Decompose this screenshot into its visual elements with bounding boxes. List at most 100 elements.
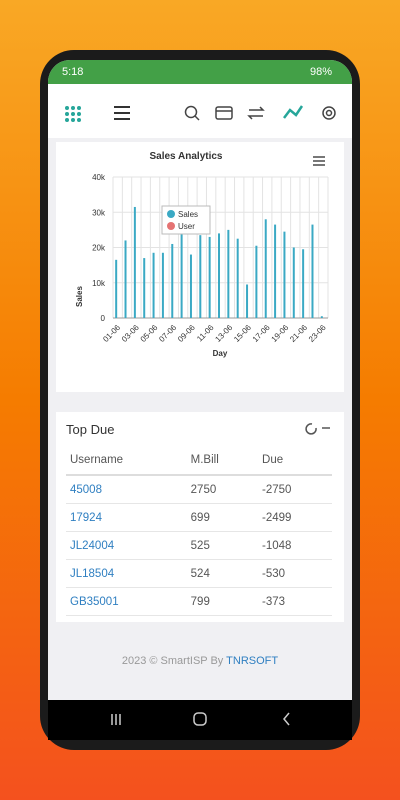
bar [152,252,155,318]
table-row: JL18504 524 -530 [66,559,332,588]
x-tick-label: 05-06 [139,323,160,344]
chart-card: Sales Analytics Day Sales 0 10k 20k 30k 40k 0… [56,142,344,392]
footer-text: 2023 © SmartISP By [121,655,224,667]
footer: 2023 © SmartISP By TNRSOFT [48,655,352,695]
x-tick-label: 21-06 [288,323,309,344]
table-cell: 2750 [186,475,259,504]
bar [124,240,127,318]
card-tools [305,423,330,435]
table-cell: -373 [258,587,332,616]
nav-bar [48,700,352,740]
home-button[interactable] [193,712,207,726]
table-row: 45008 2750 -2750 [66,475,332,504]
table-cell: 799 [186,587,259,616]
bar [255,245,258,318]
toolbar-icons [65,105,336,122]
x-tick-label: 09-06 [176,323,197,344]
username-link[interactable]: JL24004 [66,531,187,560]
table-cell: 699 [186,503,259,532]
column-header: M.Bill [186,446,259,476]
y-tick-label: 0 [101,314,106,323]
x-tick-label: 01-06 [101,323,122,344]
x-tick-label: 15-06 [232,323,253,344]
x-tick-label: 13-06 [213,323,234,344]
bar [246,284,249,318]
x-tick-label: 03-06 [120,323,141,344]
status-bar: 5:18 98% [48,60,352,84]
bar [218,233,220,318]
bar [292,247,295,318]
bar [115,259,118,318]
card-title: Top Due [66,422,115,437]
x-tick-label: 11-06 [195,323,216,344]
top-bar [48,84,352,138]
y-tick-label: 30k [92,208,106,217]
table-cell: -530 [258,559,332,588]
swap-icon[interactable] [247,106,265,120]
due-table: Username M.Bill Due 45008 2750 -2750 17924 699-… [66,446,332,616]
chart: Sales Analytics Day Sales 0 10k 20k 30k 40k 0… [75,151,329,358]
legend-marker [167,222,175,230]
x-tick-label: 07-06 [157,323,178,344]
table-cell: -2750 [258,475,332,504]
refresh-button[interactable] [305,423,317,435]
bar [311,224,314,318]
bar [227,229,230,318]
graph-icon[interactable] [283,105,304,119]
column-header: Username [66,446,187,476]
username-link[interactable]: JL18504 [66,559,187,588]
settings-icon[interactable] [322,106,336,120]
search-icon[interactable] [184,105,198,119]
bar [180,229,183,318]
apps-icon[interactable] [65,106,81,122]
bar [208,236,211,318]
menu-icon[interactable] [114,106,130,120]
bar [133,206,136,318]
table-cell: -2499 [258,503,332,532]
y-tick-label: 20k [92,244,106,253]
bar [236,238,239,318]
y-tick-label: 40k [92,173,106,182]
top-due-card: Top Due Username M.Bill Due 45008 2750 -2750 1… [56,412,344,622]
battery: 98% [310,66,333,78]
legend-label: Sales [178,210,198,219]
bar [274,224,277,318]
x-tick-label: 17-06 [251,323,272,344]
card-icon[interactable] [215,106,233,120]
back-button[interactable] [283,712,290,726]
column-header: Due [258,446,332,476]
bar [320,316,323,318]
recents-button[interactable] [111,714,121,725]
bar [199,235,202,318]
table-cell: 524 [186,559,259,588]
y-axis-label: Sales [75,286,84,307]
legend-label: User [178,222,195,231]
footer-link[interactable]: TNRSOFT [226,655,279,667]
table-row: JL24004 525 -1048 [66,531,332,560]
x-axis-label: Day [213,349,228,358]
x-tick-label: 23-06 [307,323,328,344]
table-cell: 525 [186,531,259,560]
bar [302,249,305,318]
bar [171,243,174,318]
bar [283,231,286,318]
x-tick-label: 19-06 [270,323,291,344]
table-row: 17924 699 -2499 [66,503,332,532]
nav-buttons [111,712,290,726]
bar [161,252,164,318]
legend-marker [167,210,175,218]
bar [143,258,146,318]
bar [189,254,192,318]
username-link[interactable]: 45008 [66,475,187,504]
username-link[interactable]: 17924 [66,503,187,532]
bar [264,219,267,318]
chart-menu[interactable] [313,156,325,166]
table-cell: -1048 [258,531,332,560]
y-tick-label: 10k [92,279,106,288]
username-link[interactable]: GB35001 [66,587,187,616]
table-row: GB35001 799 -373 [66,587,332,616]
chart-title: Sales Analytics [149,151,222,162]
screen: 5:18 98% Sales Analytics Day Sales 0 10k 2… [48,60,352,740]
time: 5:18 [62,66,84,78]
